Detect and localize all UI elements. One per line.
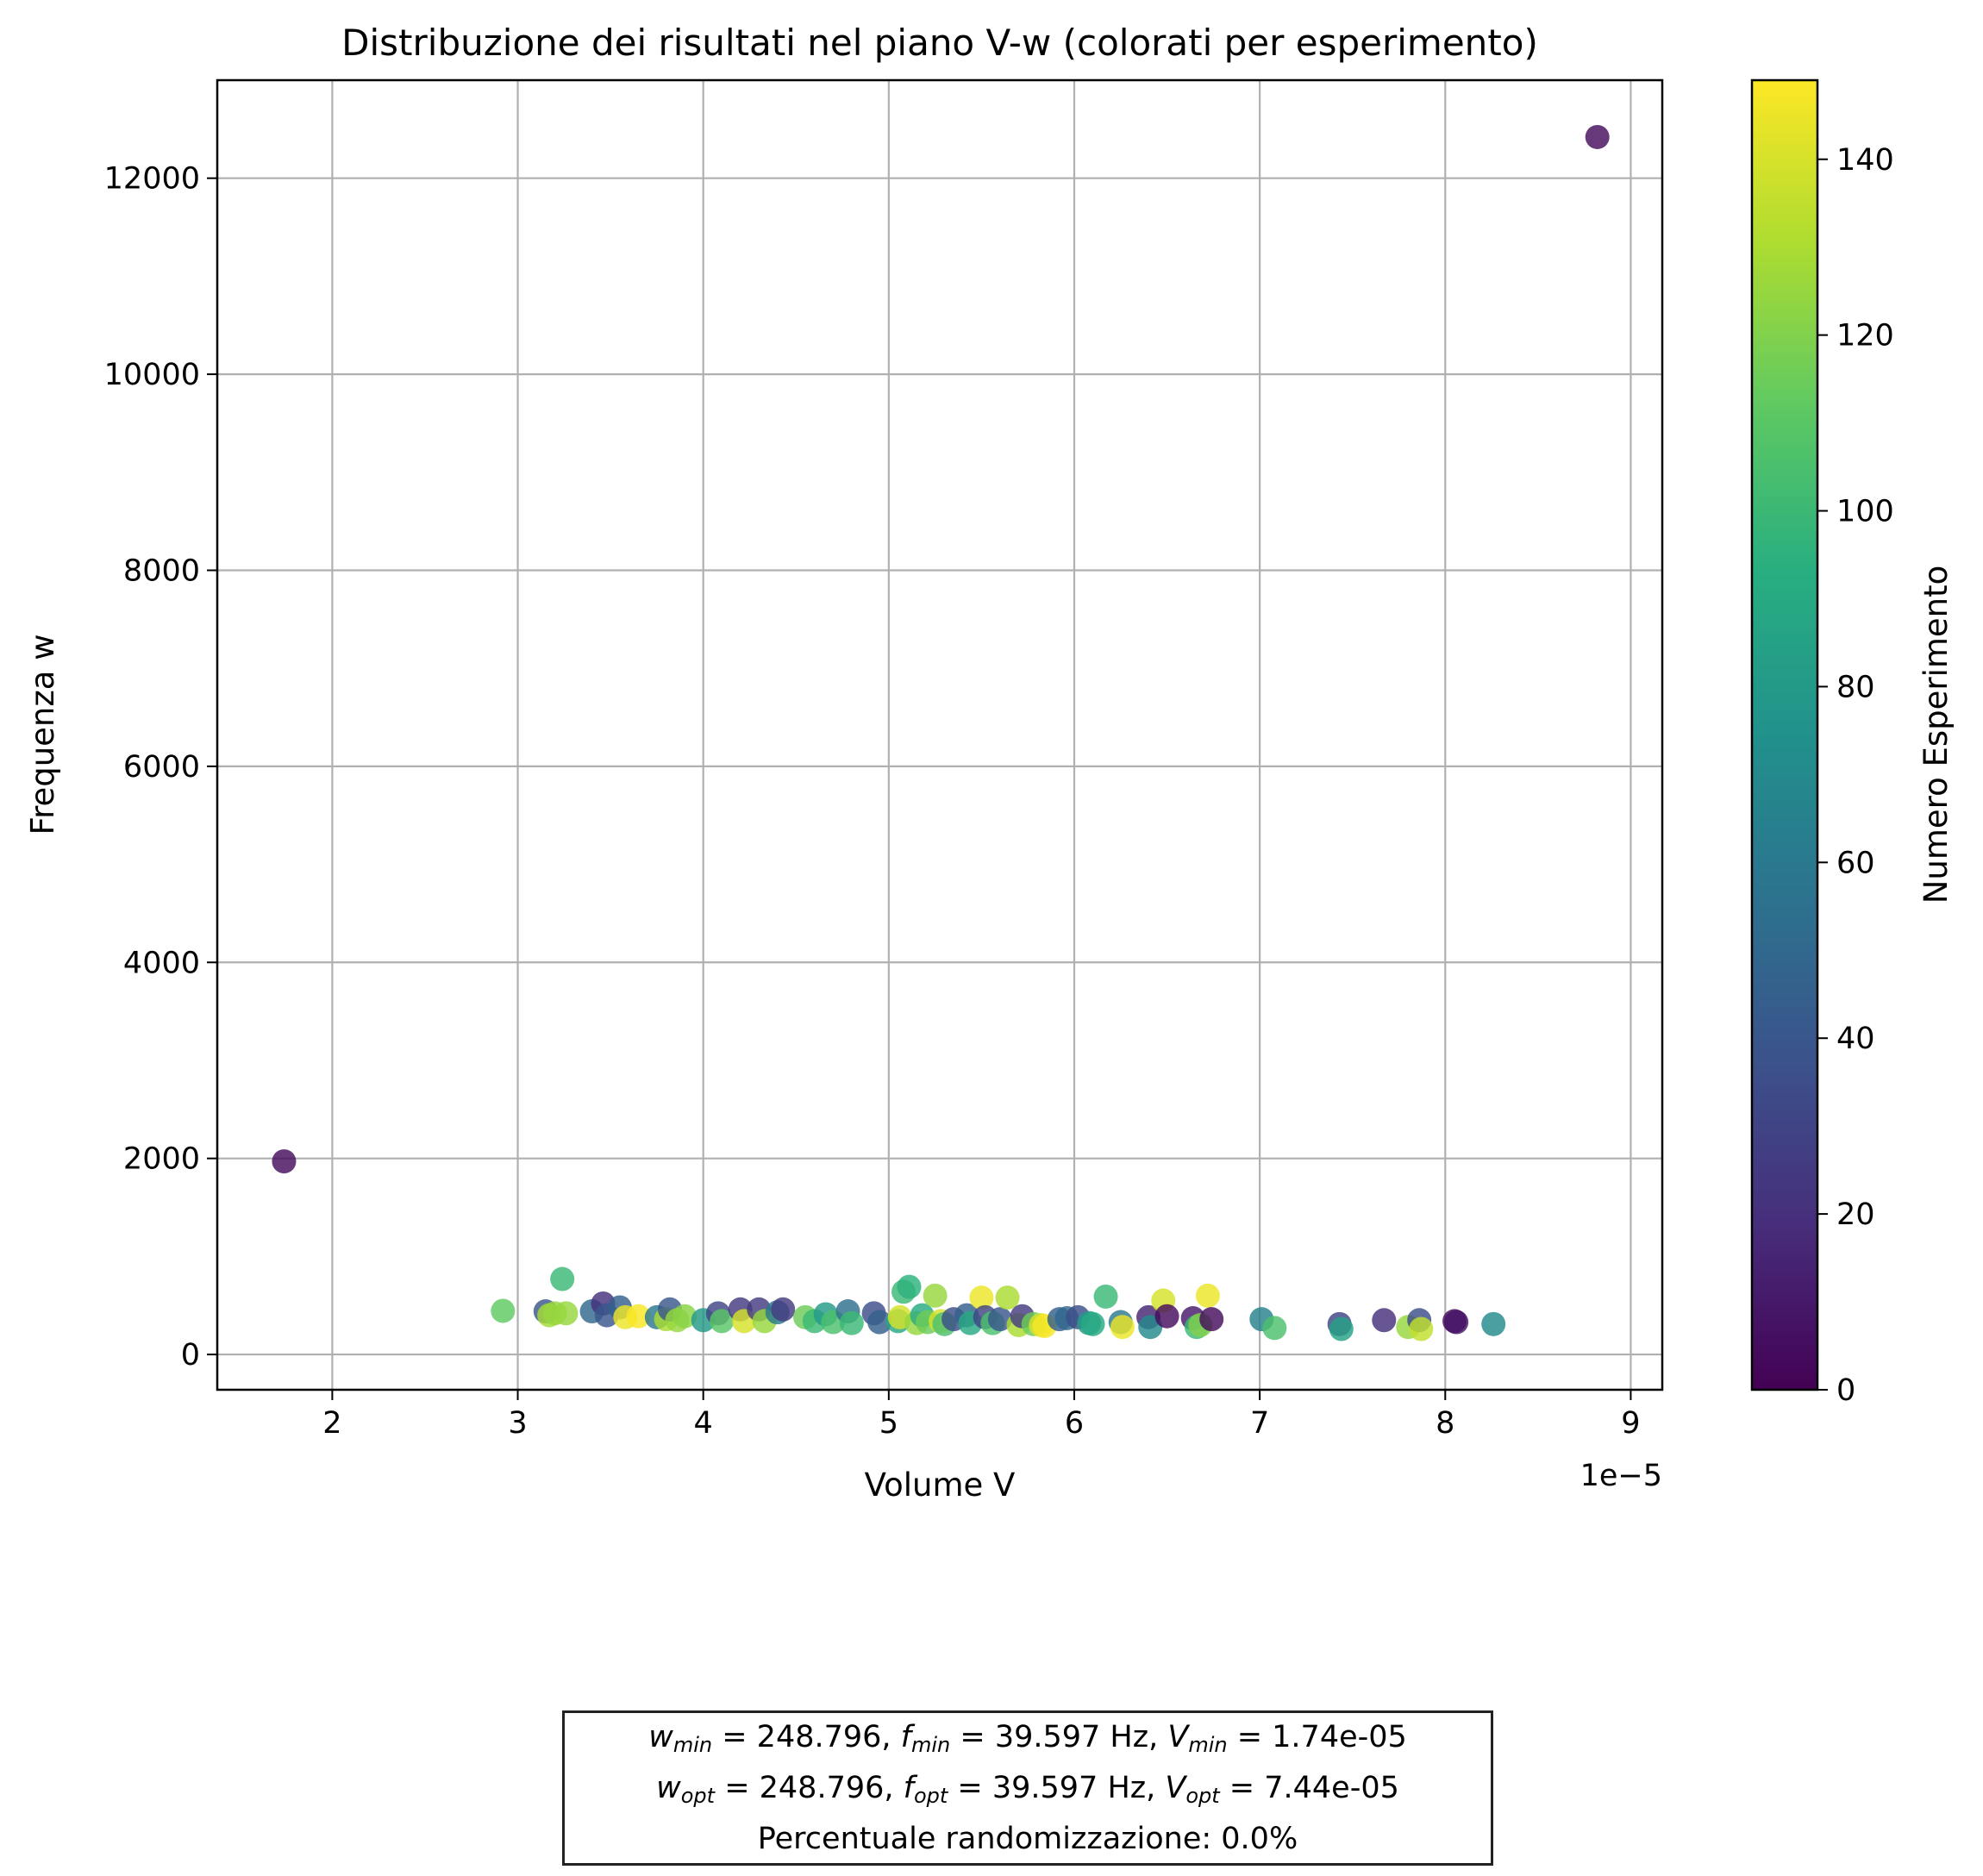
data-point [897, 1274, 922, 1299]
x-tick-label: 2 [322, 1406, 341, 1441]
data-point [1329, 1316, 1354, 1341]
data-point [1093, 1284, 1118, 1309]
info-line-opt: wopt = 248.796, fopt = 39.597 Hz, Vopt =… [656, 1767, 1399, 1817]
data-point [995, 1285, 1020, 1310]
v-min-symbol: V [1167, 1720, 1189, 1754]
y-axis-ticks: 0 2000 4000 6000 8000 10000 12000 [104, 162, 217, 1373]
data-point [710, 1309, 735, 1334]
v-opt-value: = 7.44e-05 [1219, 1771, 1399, 1805]
f-opt-value: = 39.597 Hz, [948, 1771, 1166, 1805]
y-tick-label: 10000 [104, 358, 200, 392]
x-tick-label: 6 [1065, 1406, 1084, 1441]
data-point [987, 1307, 1012, 1332]
colorbar-tick-label: 80 [1836, 670, 1875, 704]
x-tick-label: 9 [1621, 1406, 1640, 1441]
colorbar-tick-label: 120 [1836, 319, 1894, 353]
data-point [491, 1298, 516, 1323]
x-tick-label: 3 [508, 1406, 527, 1441]
y-tick-label: 0 [181, 1338, 200, 1373]
x-axis-label: Volume V [865, 1466, 1016, 1504]
data-point [1154, 1304, 1179, 1329]
colorbar-tick-label: 40 [1836, 1022, 1875, 1056]
data-point [272, 1149, 297, 1174]
w-opt-value: = 248.796, [715, 1771, 904, 1805]
chart-title: Distribuzione dei risultati nel piano V-… [341, 22, 1538, 64]
plot-frame [216, 78, 1664, 1391]
data-point [839, 1310, 864, 1335]
data-point [1372, 1308, 1397, 1333]
v-min-value: = 1.74e-05 [1227, 1720, 1407, 1754]
w-min-symbol: w [648, 1720, 673, 1754]
y-tick-label: 6000 [123, 750, 200, 785]
data-point [1080, 1311, 1105, 1336]
data-point [1195, 1283, 1220, 1308]
colorbar-tick-label: 60 [1836, 846, 1875, 880]
grid-lines [217, 80, 1662, 1390]
info-line-randomization: Percentuale randomizzazione: 0.0% [757, 1822, 1298, 1856]
x-tick-label: 5 [879, 1406, 898, 1441]
data-point [554, 1301, 579, 1326]
v-min-subscript: min [1188, 1733, 1228, 1757]
data-point [771, 1297, 796, 1322]
colorbar-ticks: 0 20 40 60 80 100 120 140 [1817, 143, 1894, 1408]
w-min-subscript: min [672, 1733, 713, 1757]
f-min-symbol: f [900, 1720, 911, 1754]
data-point [626, 1304, 651, 1329]
w-opt-subscript: opt [680, 1784, 716, 1808]
data-point [867, 1310, 892, 1335]
colorbar-label: Numero Esperimento [1917, 566, 1955, 904]
f-opt-subscript: opt [913, 1784, 948, 1808]
x-tick-label: 8 [1436, 1406, 1454, 1441]
y-axis-label: Frequenza w [24, 634, 61, 835]
colorbar-tick-label: 100 [1836, 495, 1894, 529]
f-opt-symbol: f [903, 1771, 914, 1805]
y-tick-label: 8000 [123, 553, 200, 588]
data-point [1110, 1315, 1135, 1340]
y-tick-label: 2000 [123, 1142, 200, 1177]
f-min-value: = 39.597 Hz, [950, 1720, 1168, 1754]
y-tick-label: 12000 [104, 162, 200, 197]
colorbar-tick-label: 0 [1836, 1373, 1855, 1408]
results-info-box: wmin = 248.796, fmin = 39.597 Hz, Vmin =… [562, 1710, 1493, 1866]
x-axis-offset-label: 1e−5 [1580, 1459, 1662, 1493]
data-point [672, 1304, 697, 1329]
data-point [1481, 1311, 1506, 1336]
w-opt-symbol: w [656, 1771, 681, 1805]
x-tick-label: 4 [694, 1406, 713, 1441]
data-point [550, 1266, 575, 1291]
x-axis-ticks: 2 3 4 5 6 7 8 9 [322, 1390, 1641, 1441]
colorbar [1750, 78, 1819, 1391]
colorbar-tick-label: 140 [1836, 143, 1894, 178]
v-opt-subscript: opt [1185, 1784, 1220, 1808]
y-tick-label: 4000 [123, 946, 200, 980]
data-point [1262, 1316, 1287, 1341]
data-point [1585, 124, 1610, 149]
data-point [1409, 1316, 1434, 1341]
data-point [969, 1285, 994, 1310]
data-points [272, 124, 1610, 1341]
data-point [1199, 1307, 1224, 1332]
info-line-min: wmin = 248.796, fmin = 39.597 Hz, Vmin =… [648, 1716, 1407, 1767]
data-point [923, 1283, 948, 1308]
v-opt-symbol: V [1165, 1771, 1186, 1805]
w-min-value: = 248.796, [712, 1720, 901, 1754]
x-tick-label: 7 [1250, 1406, 1269, 1441]
data-point [1444, 1310, 1469, 1335]
colorbar-tick-label: 20 [1836, 1198, 1875, 1232]
f-min-subscript: min [910, 1733, 951, 1757]
